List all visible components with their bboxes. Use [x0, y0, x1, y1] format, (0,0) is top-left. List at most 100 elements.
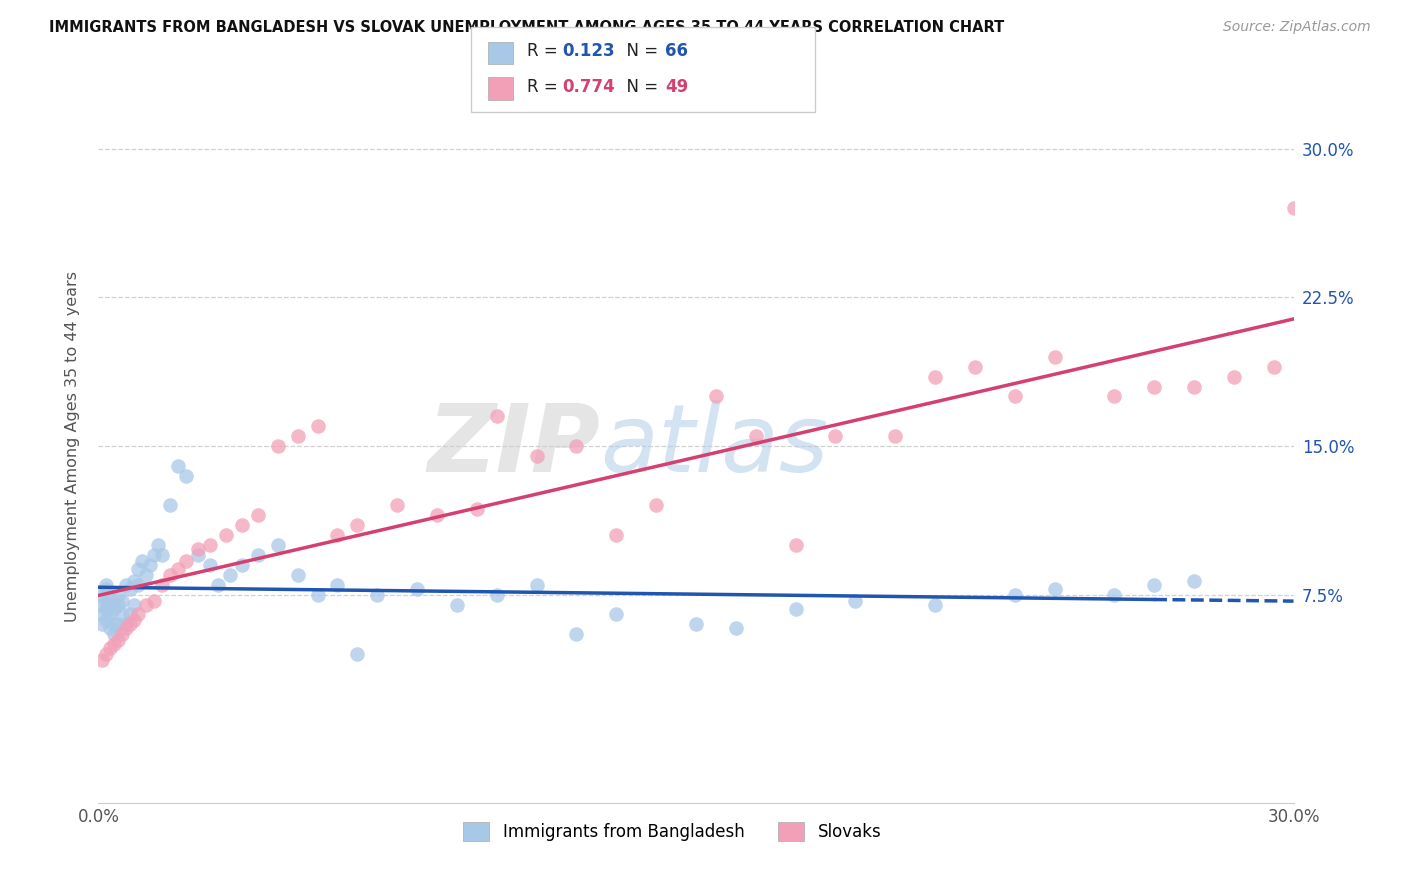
Point: [824, 429, 846, 443]
Point: [426, 508, 449, 523]
Point: [785, 601, 807, 615]
Point: [844, 593, 866, 607]
Y-axis label: Unemployment Among Ages 35 to 44 years: Unemployment Among Ages 35 to 44 years: [65, 270, 80, 622]
Point: [963, 359, 986, 374]
Point: [91, 607, 114, 622]
Point: [103, 627, 125, 641]
Point: [685, 617, 707, 632]
Point: [565, 439, 588, 453]
Point: [745, 429, 768, 443]
Point: [465, 502, 488, 516]
Point: [167, 562, 190, 576]
Point: [1282, 201, 1305, 215]
Text: ZIP: ZIP: [427, 400, 600, 492]
Point: [1143, 578, 1166, 592]
Point: [96, 582, 118, 596]
Point: [124, 574, 146, 588]
Point: [91, 588, 114, 602]
Point: [98, 588, 122, 602]
Point: [1182, 379, 1205, 393]
Point: [526, 578, 548, 592]
Point: [91, 598, 114, 612]
Point: [135, 598, 157, 612]
Point: [724, 621, 747, 635]
Point: [111, 607, 134, 622]
Point: [207, 578, 229, 592]
Point: [267, 538, 290, 552]
Point: [107, 617, 129, 632]
Point: [526, 449, 548, 463]
Point: [96, 593, 118, 607]
Point: [167, 458, 190, 473]
Point: [565, 627, 588, 641]
Point: [1043, 582, 1066, 596]
Point: [96, 647, 118, 661]
Point: [135, 567, 157, 582]
Point: [385, 499, 409, 513]
Point: [98, 607, 122, 622]
Text: atlas: atlas: [600, 401, 828, 491]
Point: [91, 617, 114, 632]
Point: [1182, 574, 1205, 588]
Point: [307, 588, 329, 602]
Point: [307, 419, 329, 434]
Text: R =: R =: [527, 42, 564, 60]
Point: [131, 554, 153, 568]
Text: R =: R =: [527, 78, 564, 95]
Point: [98, 641, 122, 656]
Point: [124, 598, 146, 612]
Legend: Immigrants from Bangladesh, Slovaks: Immigrants from Bangladesh, Slovaks: [456, 815, 889, 848]
Point: [366, 588, 388, 602]
Text: IMMIGRANTS FROM BANGLADESH VS SLOVAK UNEMPLOYMENT AMONG AGES 35 TO 44 YEARS CORR: IMMIGRANTS FROM BANGLADESH VS SLOVAK UNE…: [49, 20, 1004, 35]
Point: [287, 429, 309, 443]
Point: [150, 548, 173, 562]
Point: [120, 617, 142, 632]
Point: [924, 369, 946, 384]
Text: Source: ZipAtlas.com: Source: ZipAtlas.com: [1223, 20, 1371, 34]
Point: [1104, 389, 1126, 403]
Text: 49: 49: [665, 78, 689, 95]
Point: [1143, 379, 1166, 393]
Point: [159, 499, 181, 513]
Text: N =: N =: [616, 42, 664, 60]
Point: [107, 633, 129, 648]
Point: [107, 598, 129, 612]
Point: [704, 389, 727, 403]
Point: [174, 468, 197, 483]
Point: [1104, 588, 1126, 602]
Point: [139, 558, 162, 572]
Point: [485, 588, 508, 602]
Point: [605, 607, 627, 622]
Point: [111, 627, 134, 641]
Point: [346, 647, 368, 661]
Point: [103, 637, 125, 651]
Point: [231, 558, 253, 572]
Point: [120, 582, 142, 596]
Point: [246, 508, 269, 523]
Point: [485, 409, 508, 424]
Point: [127, 607, 149, 622]
Point: [326, 528, 349, 542]
Point: [103, 601, 125, 615]
Point: [231, 518, 253, 533]
Point: [1043, 350, 1066, 364]
Text: 66: 66: [665, 42, 688, 60]
Point: [1004, 389, 1026, 403]
Point: [96, 614, 118, 628]
Point: [406, 582, 429, 596]
Point: [143, 593, 166, 607]
Point: [98, 598, 122, 612]
Text: 0.774: 0.774: [562, 78, 616, 95]
Point: [446, 598, 468, 612]
Point: [124, 614, 146, 628]
Point: [1263, 359, 1285, 374]
Point: [150, 578, 173, 592]
Point: [198, 558, 221, 572]
Point: [115, 578, 138, 592]
Point: [605, 528, 627, 542]
Point: [645, 499, 668, 513]
Point: [98, 621, 122, 635]
Point: [143, 548, 166, 562]
Point: [246, 548, 269, 562]
Point: [785, 538, 807, 552]
